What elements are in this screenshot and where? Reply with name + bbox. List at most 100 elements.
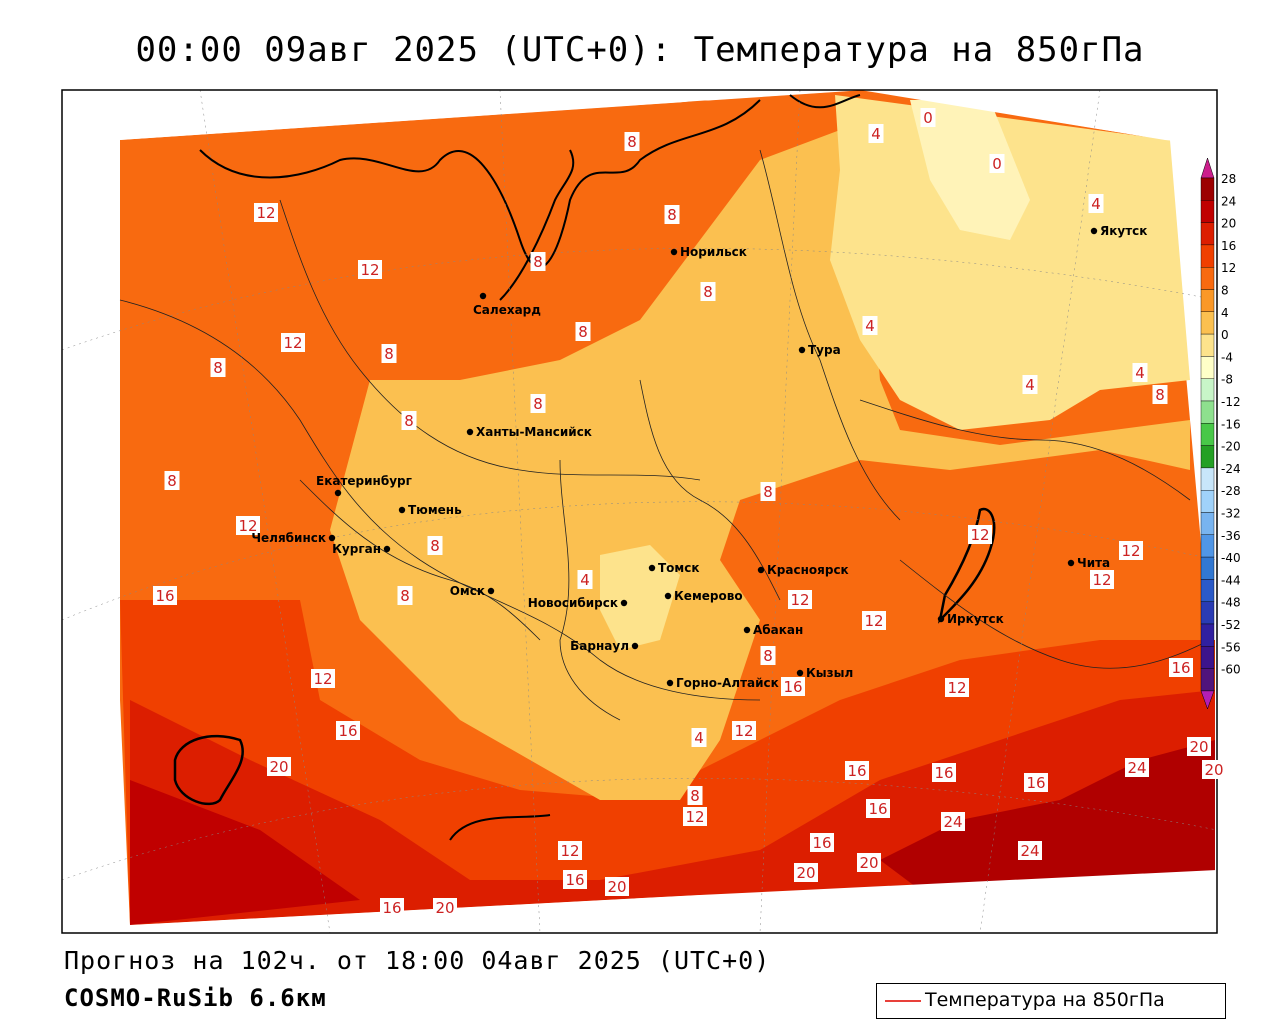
contour-label-bg	[1022, 375, 1038, 394]
contour-label-bg	[563, 870, 587, 889]
contour-label-bg	[1119, 541, 1143, 560]
city-marker	[487, 587, 495, 595]
city-label: Абакан	[753, 623, 803, 637]
contour-label: 16	[382, 899, 401, 917]
contour-label: 8	[404, 412, 414, 430]
band-24	[130, 780, 360, 925]
contour-label: 0	[923, 109, 933, 127]
contour-label: 12	[238, 517, 257, 535]
city-label: Салехард	[473, 303, 541, 317]
band-8-central	[330, 130, 1190, 800]
colorbar-swatch	[1200, 623, 1215, 647]
contour-label-bg	[427, 536, 443, 555]
city-marker	[798, 346, 806, 354]
contour-label: 8	[384, 345, 394, 363]
colorbar-tick-label: -48	[1221, 596, 1241, 610]
contour-label-bg	[624, 132, 640, 151]
contour-label: 24	[943, 813, 962, 831]
colorbar-tick-label: -32	[1221, 507, 1241, 521]
contour-label: 8	[167, 472, 177, 490]
colorbar-bottom-arrow	[1200, 690, 1215, 710]
colorbar-tick-label: -20	[1221, 440, 1241, 454]
legend-line-swatch	[885, 1000, 921, 1002]
colorbar-tick-label: -36	[1221, 529, 1241, 543]
contour-label: 8	[627, 133, 637, 151]
colorbar-tick-label: -8	[1221, 373, 1233, 387]
contour-label-bg	[311, 669, 335, 688]
contour-label: 12	[560, 842, 579, 860]
contour-label: 8	[703, 283, 713, 301]
city-marker	[937, 615, 945, 623]
contour-label: 16	[565, 871, 584, 889]
contour-label-bg	[732, 721, 756, 740]
contour-label-bg	[687, 786, 703, 805]
legend-label: Температура на 850гПа	[925, 989, 1165, 1011]
city-marker	[466, 428, 474, 436]
contour-label-bg	[794, 863, 818, 882]
contour-label: 16	[1171, 659, 1190, 677]
contour-label: 0	[992, 155, 1002, 173]
city-label: Барнаул	[570, 639, 629, 653]
coastline-north	[199, 94, 861, 269]
colorbar-tick-label: -52	[1221, 618, 1241, 632]
contour-label: 20	[796, 864, 815, 882]
contour-label-bg	[989, 154, 1005, 173]
contour-label-bg	[781, 677, 805, 696]
contour-label-bg	[267, 757, 291, 776]
colorbar: 28 24 20 16 12 8 4 0 -4 -8 -12 -16 -20 -24 -28 -32 -36 -4…	[1200, 157, 1241, 710]
contour-label-bg	[945, 678, 969, 697]
colorbar-swatch	[1200, 556, 1215, 580]
city-label: Кемерово	[674, 589, 743, 603]
contour-label-bg	[380, 898, 404, 917]
contour-label: 8	[667, 206, 677, 224]
contour-label: 4	[1135, 364, 1145, 382]
city-marker	[479, 292, 487, 300]
city-marker	[648, 564, 656, 572]
city-marker	[328, 534, 336, 542]
contour-label: 16	[847, 762, 866, 780]
contour-label-bg	[810, 833, 834, 852]
model-name: COSMO-RuSib 6.6км	[64, 984, 327, 1012]
contour-label: 12	[864, 612, 883, 630]
city-marker	[334, 489, 342, 497]
contour-label-bg	[1152, 385, 1168, 404]
city-marker	[664, 592, 672, 600]
city-marker	[796, 669, 804, 677]
colorbar-swatch	[1200, 423, 1215, 446]
colorbar-tick-label: 24	[1221, 194, 1236, 208]
colorbar-tick-label: -40	[1221, 551, 1241, 565]
contour-label-bg	[862, 316, 878, 335]
colorbar-tick-label: 16	[1221, 239, 1236, 253]
legend-box: Температура на 850гПа	[876, 983, 1226, 1019]
colorbar-tick-label: -28	[1221, 484, 1241, 498]
city-label: Горно-Алтайск	[676, 676, 779, 690]
contour-label: 16	[783, 678, 802, 696]
lake-baikal	[937, 507, 996, 624]
contour-label: 8	[533, 253, 543, 271]
contour-label: 20	[269, 758, 288, 776]
colorbar-swatch	[1200, 400, 1215, 424]
contour-label-bg	[577, 570, 593, 589]
contour-label: 16	[1026, 774, 1045, 792]
city-layer: Норильск Салехард Тура Якутск Ханты-Мансийск…	[251, 224, 1147, 690]
colorbar-swatch	[1200, 490, 1215, 513]
contour-label-bg	[1187, 737, 1211, 756]
contour-label-bg	[941, 812, 965, 831]
city-marker	[666, 679, 674, 687]
contour-label: 16	[338, 722, 357, 740]
city-label: Красноярск	[767, 563, 849, 577]
colorbar-tick-label: -4	[1221, 350, 1233, 364]
contour-label: 8	[400, 587, 410, 605]
colorbar-tick-label: 20	[1221, 217, 1236, 231]
band-0-ne	[910, 100, 1030, 240]
contour-label-bg	[210, 358, 226, 377]
colorbar-swatch	[1200, 177, 1215, 201]
city-label: Челябинск	[251, 531, 326, 545]
region-borders	[119, 149, 1211, 721]
city-marker	[1090, 227, 1098, 235]
contour-label-bg	[845, 761, 869, 780]
city-marker	[757, 566, 765, 574]
outside-domain-ne	[860, 90, 1217, 145]
contour-label: 8	[690, 787, 700, 805]
